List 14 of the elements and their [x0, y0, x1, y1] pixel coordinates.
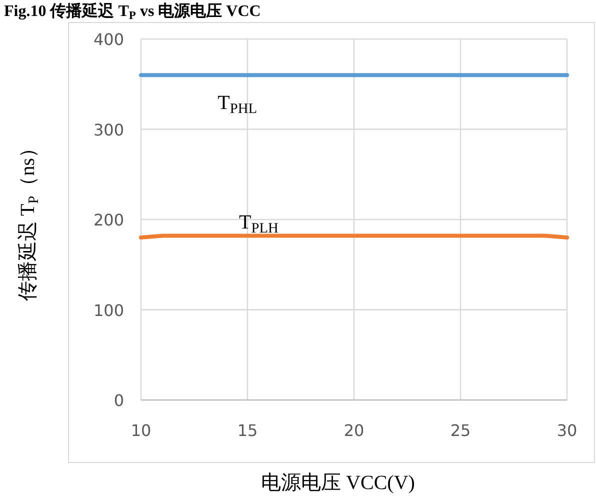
y-tick-label: 200	[93, 210, 124, 230]
x-tick-label: 20	[344, 421, 364, 440]
x-tick-label: 25	[450, 421, 471, 440]
chart-title: Fig.10 传播延迟 T$_{P}$ vs 电源电压 VCC	[4, 2, 261, 22]
y-tick-label: 300	[93, 120, 124, 140]
x-tick-label: 10	[130, 421, 152, 440]
x-tick-label: 15	[237, 421, 258, 440]
x-tick-label: 30	[556, 421, 578, 440]
x-axis-title: 电源电压 VCC(V)	[261, 472, 415, 494]
y-tick-label: 100	[93, 300, 124, 320]
series-label: T$_{PHL}$	[218, 92, 258, 117]
y-tick-label: 0	[114, 391, 124, 410]
series-label: T$_{PLH}$	[238, 212, 278, 236]
y-tick-label: 400	[93, 30, 124, 49]
